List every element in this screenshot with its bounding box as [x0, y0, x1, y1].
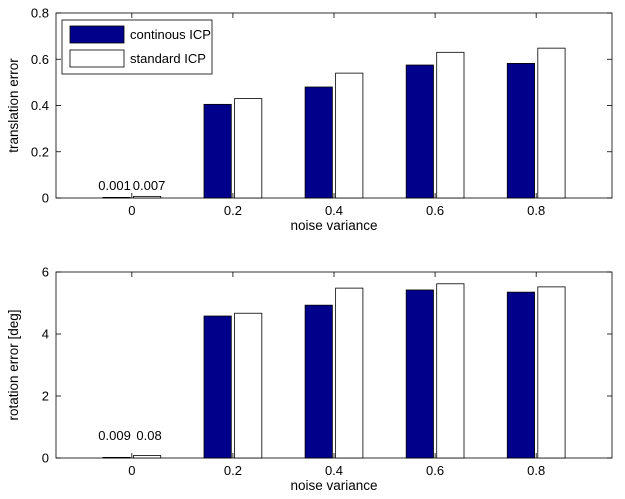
y-tick-label: 0.4	[31, 98, 49, 113]
x-axis-label: noise variance	[290, 478, 377, 493]
x-axis-label: noise variance	[290, 218, 377, 233]
data-label: 0.08	[136, 428, 161, 443]
bar-chart1-series1-0.4	[304, 86, 333, 199]
legend-label-series1: continous ICP	[130, 27, 211, 42]
x-tick-label: 0.6	[426, 203, 444, 218]
bar-chart2-series2-0.6	[436, 283, 465, 459]
bar-chart1-series2-0.2	[234, 98, 263, 199]
x-tick-label: 0.4	[325, 463, 343, 478]
bar-chart2-series1-0.6	[405, 289, 434, 459]
legend-swatch-series2	[69, 49, 125, 68]
bar-chart1-series1-0.8	[506, 63, 535, 199]
data-label: 0.009	[98, 428, 131, 443]
bar-chart2-series1-0.2	[203, 315, 232, 459]
y-tick-label: 0.2	[31, 144, 49, 159]
bar-chart2-series1-0	[102, 456, 131, 459]
legend-swatch-series1	[69, 25, 125, 44]
bar-chart1-series1-0.6	[405, 64, 434, 199]
bar-chart1-series2-0.4	[335, 72, 364, 199]
y-tick-label: 0.6	[31, 52, 49, 67]
y-axis-label: rotation error [deg]	[6, 309, 21, 420]
bar-chart1-series2-0.6	[436, 51, 465, 199]
bar-chart1-series1-0	[102, 196, 131, 199]
bar-chart2-series2-0.4	[335, 287, 364, 459]
bar-chart2-series2-0.8	[537, 286, 566, 459]
y-tick-label: 0.8	[31, 6, 49, 21]
bar-chart2-series1-0.4	[304, 304, 333, 459]
bar-chart1-series1-0.2	[203, 103, 232, 199]
x-tick-label: 0.2	[224, 203, 242, 218]
y-axis-label: translation error	[6, 58, 21, 153]
x-tick-label: 0	[128, 463, 135, 478]
y-tick-label: 2	[42, 389, 49, 404]
y-tick-label: 6	[42, 265, 49, 280]
bar-chart2-series2-0.2	[234, 312, 263, 459]
x-tick-label: 0	[128, 203, 135, 218]
bar-chart2-series1-0.8	[506, 291, 535, 459]
y-tick-label: 0	[42, 191, 49, 206]
legend-label-series2: standard ICP	[130, 51, 206, 66]
bar-chart1-series2-0	[133, 195, 162, 199]
bar-chart2-series2-0	[133, 455, 162, 459]
x-tick-label: 0.2	[224, 463, 242, 478]
y-tick-label: 4	[42, 327, 49, 342]
bar-chart1-series2-0.8	[537, 47, 566, 199]
data-label: 0.007	[133, 178, 166, 193]
y-tick-label: 0	[42, 451, 49, 466]
x-tick-label: 0.6	[426, 463, 444, 478]
x-tick-label: 0.4	[325, 203, 343, 218]
data-label: 0.001	[98, 178, 131, 193]
x-tick-label: 0.8	[527, 203, 545, 218]
x-tick-label: 0.8	[527, 463, 545, 478]
